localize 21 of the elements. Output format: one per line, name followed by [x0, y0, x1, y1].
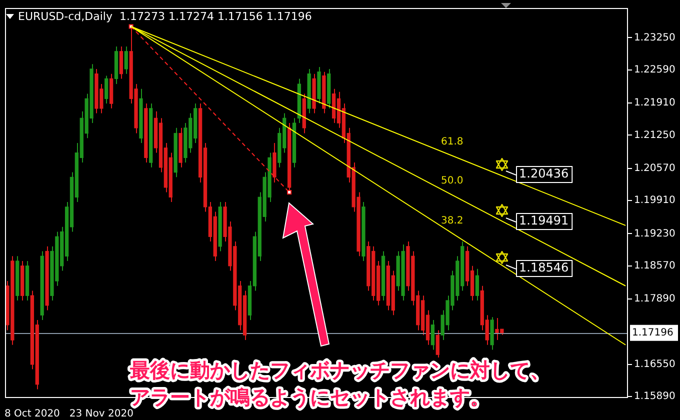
chart-title: EURUSD-cd,Daily 1.17273 1.17274 1.17156 1.17196 [18, 10, 312, 23]
y-tick-label: 1.16550 [634, 358, 676, 370]
y-tick-label: 1.20570 [634, 162, 676, 174]
y-tick-label: 1.23250 [634, 32, 676, 44]
annotation: 1.20436 [519, 166, 569, 181]
y-tick-label: 1.19230 [634, 228, 676, 240]
x-tick-label: 8 Oct 2020 [4, 408, 60, 420]
y-tick-label: 1.19910 [634, 195, 676, 206]
y-tick-label: 1.18570 [634, 260, 676, 272]
ref-line-label: 1.17196 [632, 327, 674, 338]
annotation: 1.19491 [519, 214, 569, 228]
annotation: 50.0 [441, 176, 464, 187]
y-tick-label: 1.21250 [634, 130, 676, 141]
y-tick-label: 1.22590 [634, 64, 676, 76]
annotation: 1.18546 [519, 260, 569, 275]
y-tick-label: 1.15890 [634, 391, 676, 402]
y-tick-label: 1.17890 [634, 294, 676, 305]
annotation: 38.2 [441, 216, 464, 227]
x-tick-label: 23 Nov 2020 [69, 408, 134, 420]
annotation: 61.8 [441, 136, 464, 148]
y-tick-label: 1.21910 [634, 98, 676, 109]
